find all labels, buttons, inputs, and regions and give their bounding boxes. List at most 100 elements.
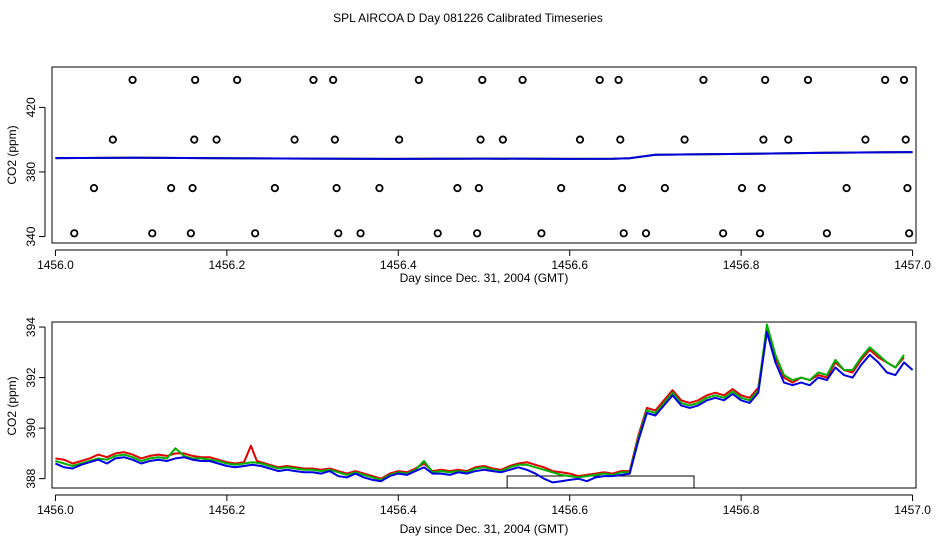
data-point-marker xyxy=(478,75,487,85)
x-tick-label: 1456.0 xyxy=(37,258,74,272)
data-point-marker xyxy=(617,184,627,193)
data-point-marker xyxy=(334,229,343,238)
y-tick-label: 420 xyxy=(24,97,38,117)
data-point-marker xyxy=(641,229,651,238)
data-point-marker xyxy=(395,135,404,144)
data-point-marker xyxy=(191,75,200,85)
data-point-marker xyxy=(290,135,299,144)
bottom-y-axis: 388 390 392 394 xyxy=(24,317,46,489)
x-tick-label: 1456.4 xyxy=(380,258,417,272)
data-point-marker xyxy=(757,184,766,193)
series-line-blue xyxy=(54,331,914,484)
data-point-marker xyxy=(905,229,914,238)
series-line-red xyxy=(55,328,905,480)
x-tick-label: 1456.0 xyxy=(37,503,74,517)
data-point-marker xyxy=(270,184,279,193)
data-point-marker xyxy=(473,229,482,238)
x-tick-label: 1456.8 xyxy=(723,258,760,272)
data-point-marker xyxy=(842,184,851,193)
data-point-marker xyxy=(557,184,566,193)
data-point-marker xyxy=(719,229,728,238)
x-tick-label: 1456.6 xyxy=(551,503,588,517)
chart-title: SPL AIRCOA D Day 081226 Calibrated Times… xyxy=(333,11,603,25)
data-point-marker xyxy=(899,75,909,85)
data-point-marker xyxy=(660,184,669,193)
bottom-y-axis-label: CO2 (ppm) xyxy=(5,376,19,435)
bottom-plot-frame xyxy=(51,321,917,489)
data-point-marker xyxy=(903,184,912,193)
data-point-marker xyxy=(330,135,339,144)
data-point-marker xyxy=(822,229,831,238)
data-point-marker xyxy=(614,75,623,85)
data-point-marker xyxy=(784,135,793,144)
data-point-marker xyxy=(108,135,117,144)
y-tick-label: 394 xyxy=(24,317,38,337)
data-point-marker xyxy=(190,135,199,144)
bottom-x-axis: 1456.0 1456.2 1456.4 1456.6 1456.8 1457.0 xyxy=(37,494,931,517)
data-point-marker xyxy=(761,75,770,85)
top-y-axis: 340 380 420 xyxy=(24,97,46,247)
x-tick-label: 1456.8 xyxy=(723,503,760,517)
data-point-marker xyxy=(414,75,423,85)
data-point-marker xyxy=(233,75,242,85)
data-point-marker xyxy=(518,75,527,85)
bottom-x-axis-label: Day since Dec. 31, 2004 (GMT) xyxy=(400,522,569,536)
data-point-marker xyxy=(251,229,260,238)
data-point-marker xyxy=(575,135,585,144)
y-tick-label: 340 xyxy=(24,226,38,246)
x-tick-label: 1456.6 xyxy=(551,258,588,272)
data-point-marker xyxy=(474,184,483,193)
top-series-lines xyxy=(55,151,913,160)
data-point-marker xyxy=(537,229,546,238)
data-point-marker xyxy=(332,184,341,193)
top-y-axis-label: CO2 (ppm) xyxy=(5,125,19,184)
y-tick-label: 392 xyxy=(24,367,38,387)
top-x-axis-label: Day since Dec. 31, 2004 (GMT) xyxy=(400,271,569,285)
y-tick-label: 388 xyxy=(24,468,38,488)
data-point-marker xyxy=(186,229,195,238)
data-point-marker xyxy=(89,184,99,193)
data-point-marker xyxy=(616,135,625,144)
bottom-panel: 1456.0 1456.2 1456.4 1456.6 1456.8 1457.0 388… xyxy=(5,317,931,536)
top-plot-frame xyxy=(51,66,917,244)
data-point-marker xyxy=(595,75,604,85)
data-point-marker xyxy=(433,229,442,238)
data-point-marker xyxy=(329,75,338,85)
data-point-marker xyxy=(70,229,79,238)
data-point-marker xyxy=(901,135,910,144)
data-point-marker xyxy=(861,135,870,144)
data-point-marker xyxy=(128,75,137,85)
x-tick-label: 1456.2 xyxy=(209,503,246,517)
data-point-marker xyxy=(737,184,747,193)
x-tick-label: 1456.4 xyxy=(380,503,417,517)
data-point-marker xyxy=(881,75,890,85)
data-point-marker xyxy=(453,184,462,193)
x-tick-label: 1456.2 xyxy=(209,258,246,272)
data-point-marker xyxy=(212,135,221,144)
y-tick-label: 390 xyxy=(24,418,38,438)
data-point-marker xyxy=(356,229,365,238)
data-point-marker xyxy=(619,229,628,238)
series-line-blue xyxy=(55,151,913,160)
data-point-marker xyxy=(476,135,485,144)
bottom-series-lines xyxy=(54,323,914,484)
data-point-marker xyxy=(188,184,197,193)
data-point-marker xyxy=(699,75,708,85)
x-tick-label: 1457.0 xyxy=(894,258,931,272)
data-point-marker xyxy=(680,135,689,144)
top-panel: 1456.0 1456.2 1456.4 1456.6 1456.8 1457.0 340… xyxy=(5,66,931,285)
interval-bar xyxy=(506,475,695,489)
data-point-marker xyxy=(167,184,176,193)
interval-bar-group xyxy=(506,475,695,489)
data-point-marker xyxy=(759,135,768,144)
data-point-marker xyxy=(375,184,384,193)
x-tick-label: 1457.0 xyxy=(894,503,931,517)
y-tick-label: 380 xyxy=(24,162,38,182)
data-point-marker xyxy=(309,75,318,85)
data-point-marker xyxy=(148,229,157,238)
data-point-marker xyxy=(755,229,765,238)
top-x-axis: 1456.0 1456.2 1456.4 1456.6 1456.8 1457.0 xyxy=(37,249,931,272)
top-markers xyxy=(70,75,914,238)
data-point-marker xyxy=(498,135,507,144)
